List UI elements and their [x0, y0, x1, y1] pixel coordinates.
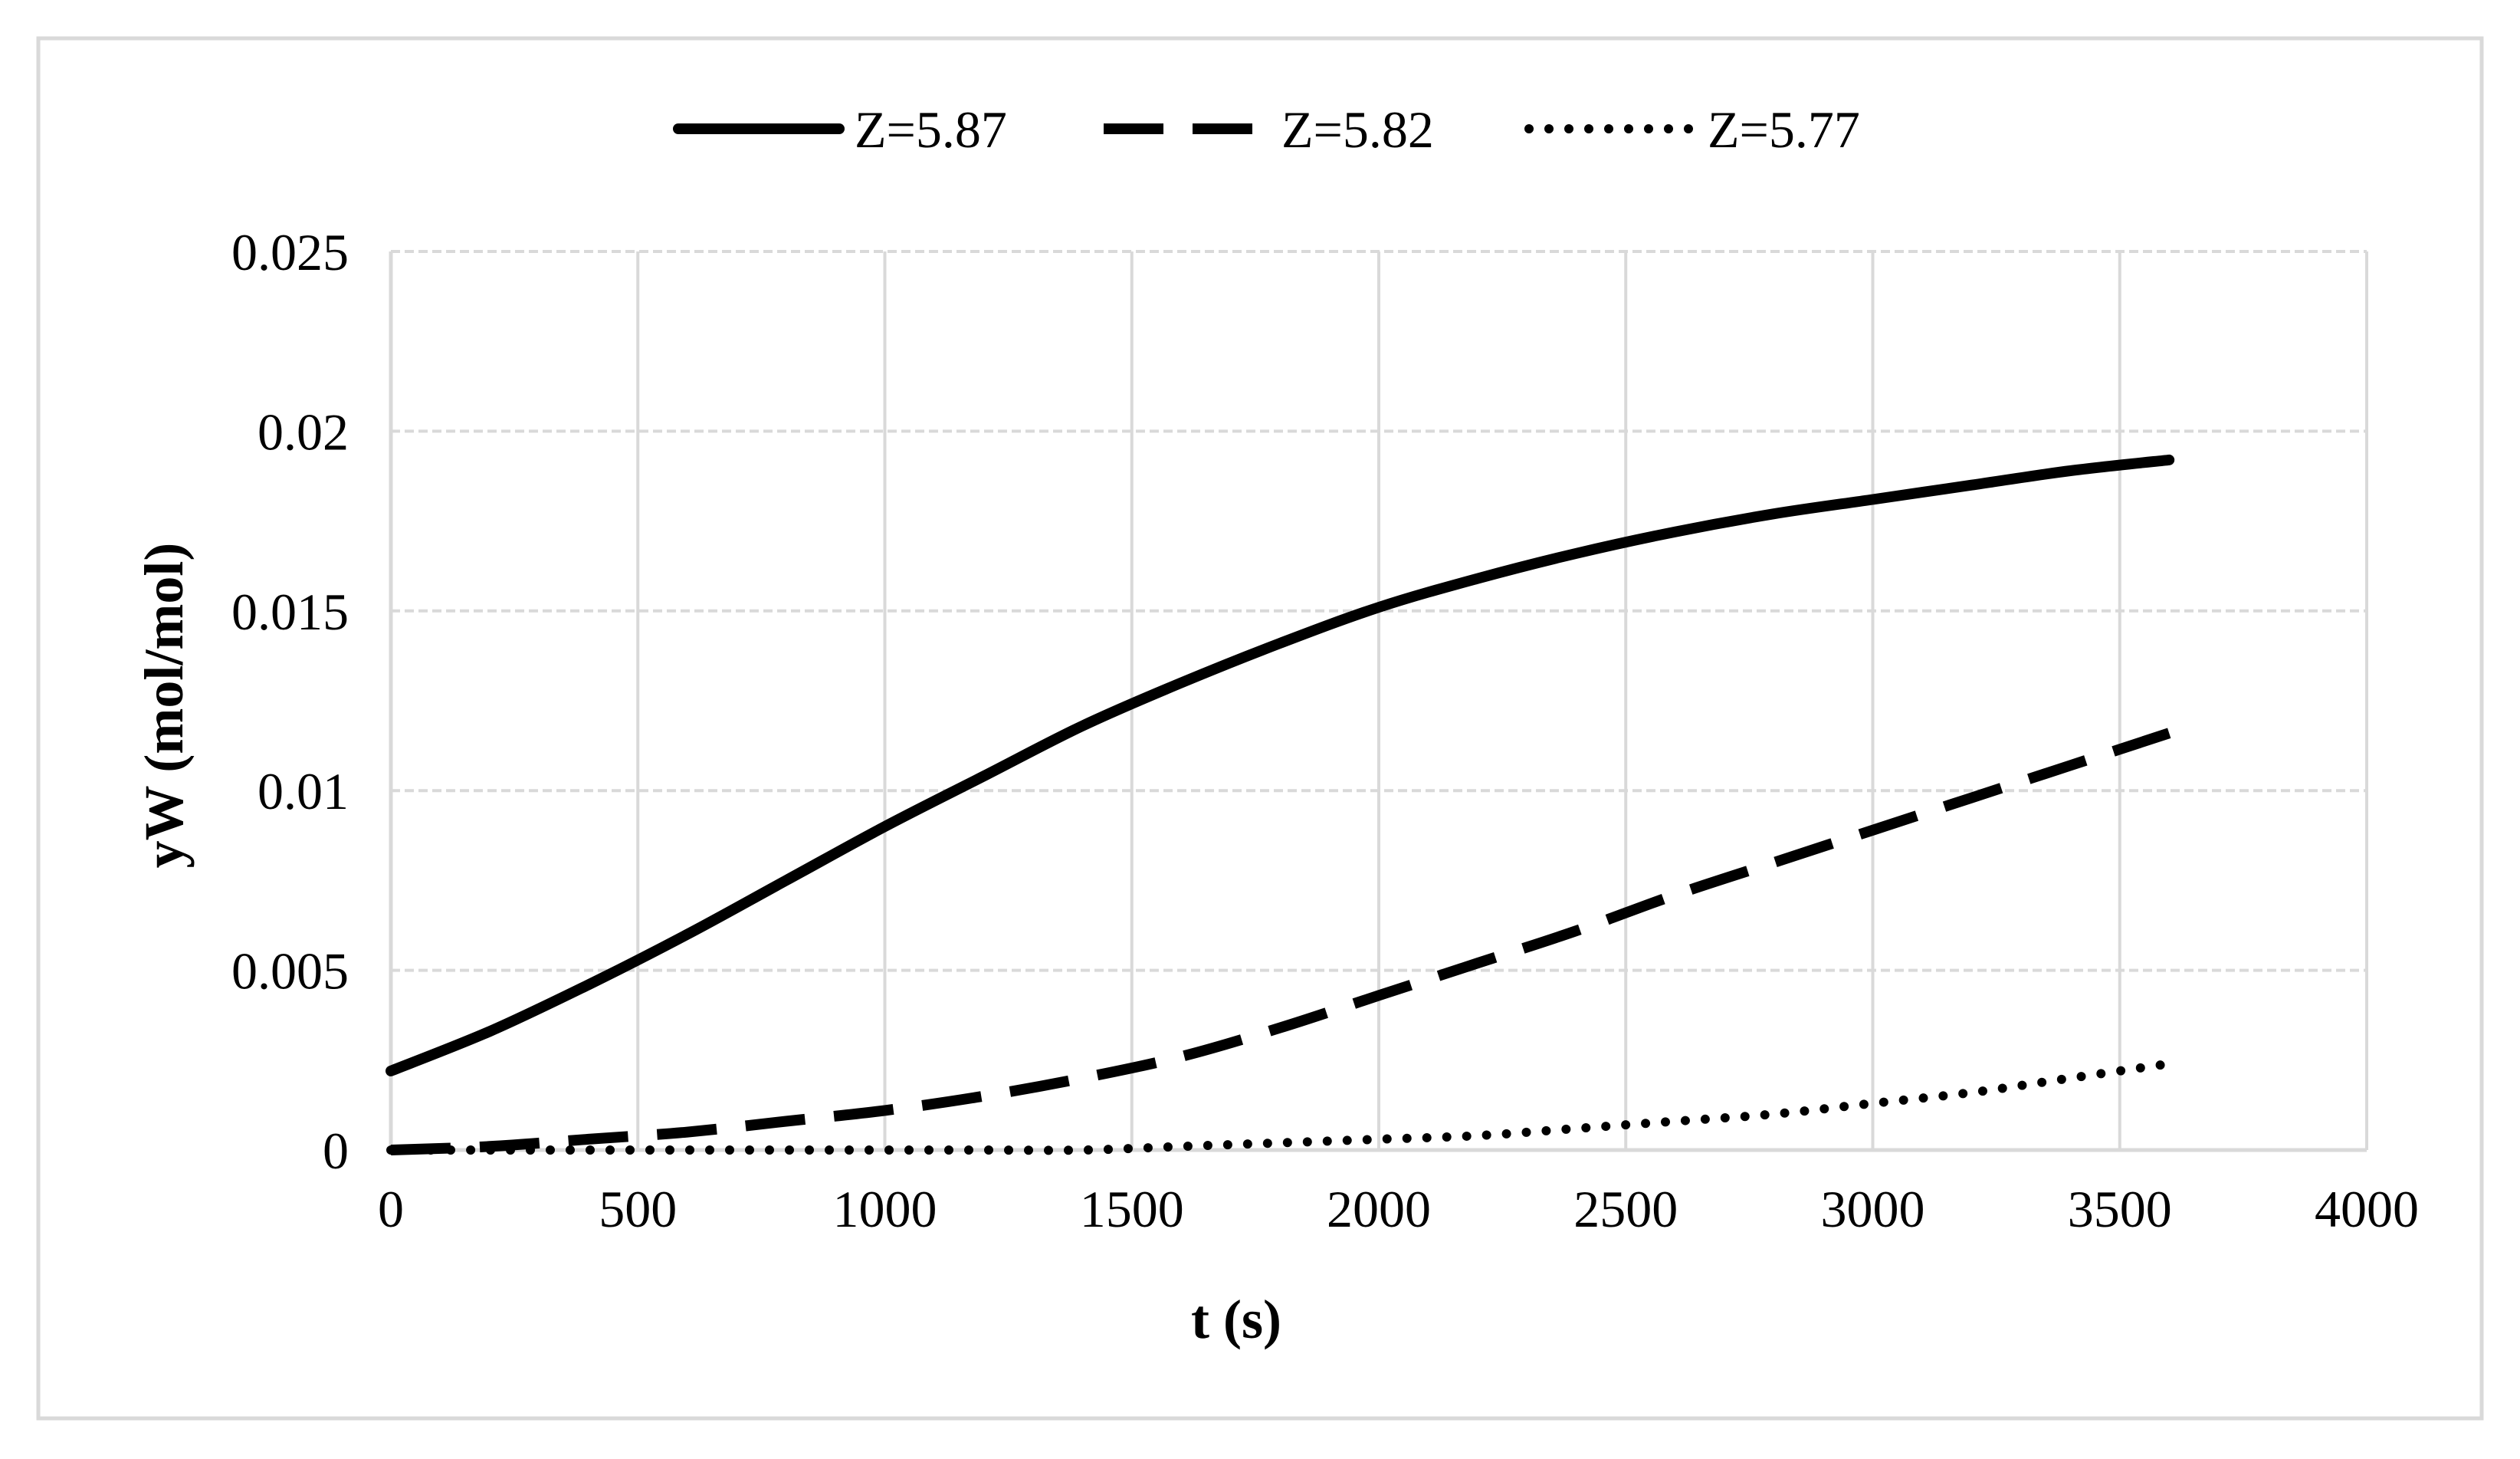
x-axis-title: t (s) [1191, 1289, 1281, 1350]
x-tick-label: 0 [378, 1180, 404, 1238]
x-tick-label: 3000 [1821, 1180, 1925, 1238]
legend-label-z-5-82: Z=5.82 [1281, 100, 1434, 159]
axes [389, 251, 2367, 1152]
series-lines [386, 454, 2175, 1155]
x-tick-label: 2500 [1573, 1180, 1678, 1238]
chart-border [36, 36, 2484, 1421]
y-tick-label: 0.005 [231, 942, 349, 1001]
y-tick-label: 0 [323, 1122, 349, 1180]
y-tick-label: 0.025 [231, 223, 349, 281]
legend-item-z-5-77: Z=5.77 [1524, 100, 1860, 159]
series-line-z-5-77 [386, 1059, 2174, 1155]
legend-label-z-5-87: Z=5.87 [855, 100, 1007, 159]
x-tick-label: 500 [599, 1180, 677, 1238]
x-tick-label: 2000 [1327, 1180, 1431, 1238]
series-line-z-5-87 [386, 454, 2175, 1076]
x-tick-label: 1500 [1080, 1180, 1184, 1238]
y-axis-title: yW (mol/mol) [133, 543, 195, 869]
tick-labels: 0 500 1000 1500 2000 2500 3000 3500 4000 0 0.005 0.… [231, 223, 2419, 1238]
x-tick-label: 3500 [2068, 1180, 2172, 1238]
y-tick-label: 0.01 [258, 762, 349, 820]
y-tick-label: 0.015 [231, 583, 349, 641]
legend-item-z-5-82: Z=5.82 [1104, 100, 1434, 159]
legend: Z=5.87 Z=5.82 Z=5.77 [673, 100, 1860, 159]
x-tick-label: 1000 [833, 1180, 937, 1238]
y-tick-label: 0.02 [258, 403, 349, 461]
legend-label-z-5-77: Z=5.77 [1708, 100, 1860, 159]
series-line-z-5-82 [390, 728, 2171, 1155]
x-tick-label: 4000 [2315, 1180, 2419, 1238]
legend-item-z-5-87: Z=5.87 [673, 100, 1007, 159]
